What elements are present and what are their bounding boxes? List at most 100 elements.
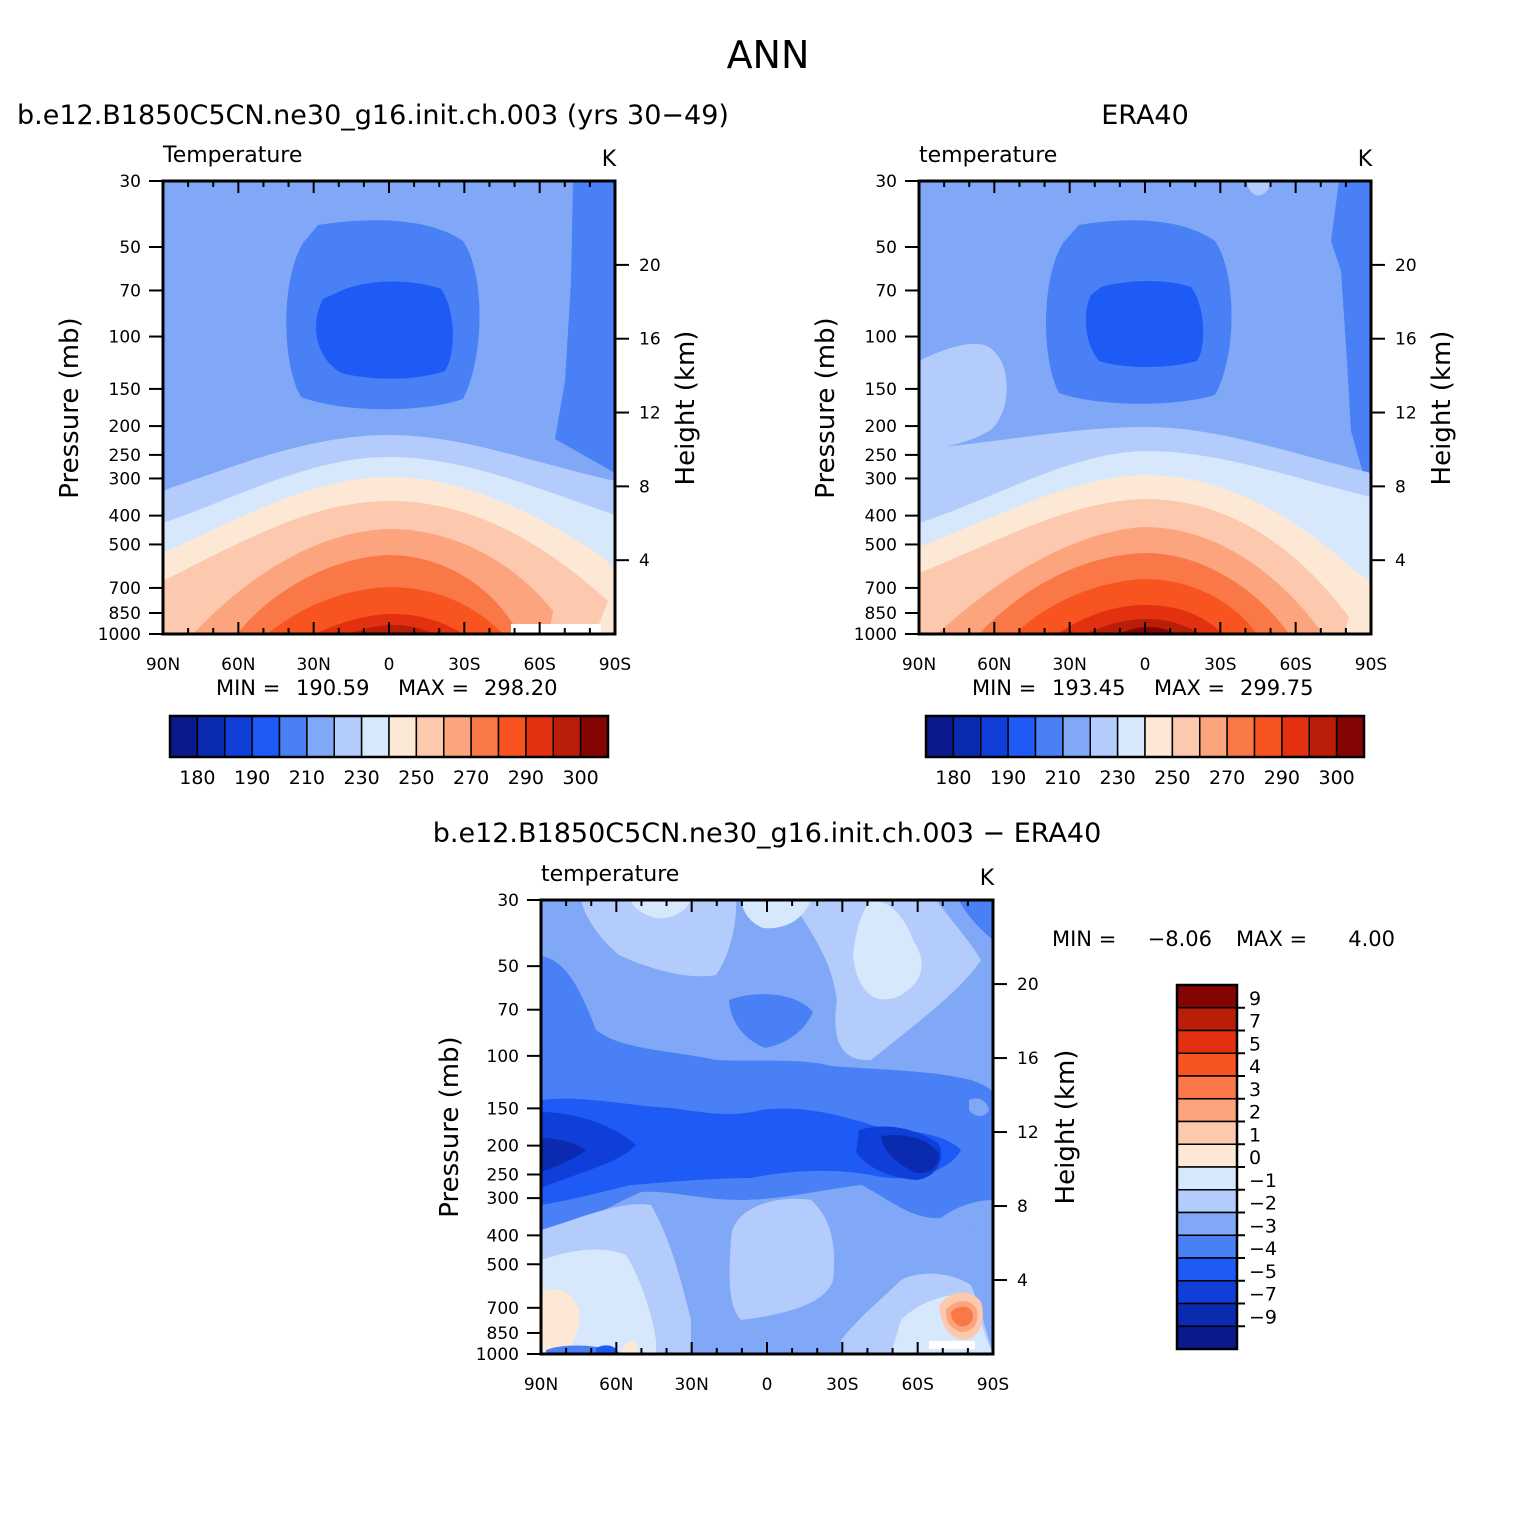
model-colorbar-box bbox=[333, 715, 363, 758]
obs-x-tick-label-30n: 30N bbox=[1052, 655, 1086, 675]
obs-x-tick-label-30s: 30S bbox=[1204, 655, 1236, 675]
obs-colorbar-box bbox=[1226, 715, 1256, 758]
panel-title-obs: ERA40 bbox=[1101, 100, 1189, 131]
obs-min-value: 193.45 bbox=[1052, 676, 1125, 700]
model-contour-plot bbox=[163, 181, 615, 634]
obs-colorbar-label-190: 190 bbox=[990, 767, 1026, 789]
diff-y-tick-label-850: 850 bbox=[487, 1324, 519, 1344]
obs-y-tick-label-500: 500 bbox=[865, 535, 897, 555]
diff-y-tick-label-150: 150 bbox=[487, 1099, 519, 1119]
obs-colorbar-box bbox=[1281, 715, 1310, 758]
model-max-value: 298.20 bbox=[484, 676, 557, 700]
diff-y-tick-label-1000: 1000 bbox=[476, 1345, 519, 1365]
diff-colorbar-box bbox=[1176, 1007, 1238, 1032]
model-y-tick-label-50: 50 bbox=[119, 238, 141, 258]
figure-title: ANN bbox=[727, 33, 810, 77]
model-colorbar-label-250: 250 bbox=[398, 767, 434, 789]
model-max-label: MAX = bbox=[398, 676, 469, 700]
diff-south-warm-inner bbox=[951, 1306, 973, 1327]
obs-colorbar-label-210: 210 bbox=[1045, 767, 1081, 789]
obs-colorbar-label-180: 180 bbox=[935, 767, 971, 789]
diff-colorbar-label-3: 3 bbox=[1249, 1079, 1261, 1101]
diff-colorbar-box bbox=[1176, 1302, 1238, 1327]
diff-contour-plot bbox=[541, 900, 993, 1354]
obs-colorbar-box bbox=[1116, 715, 1146, 758]
diff-stratosphere-cold-blob bbox=[729, 994, 813, 1048]
obs-y-tick-label-200: 200 bbox=[865, 417, 897, 437]
diff-surface-cold-1 bbox=[546, 1345, 611, 1354]
model-missing-data-patch bbox=[511, 624, 601, 634]
model-colorbar-label-290: 290 bbox=[508, 767, 544, 789]
model-colorbar-label-270: 270 bbox=[453, 767, 489, 789]
model-y-tick-label-400: 400 bbox=[109, 507, 141, 527]
diff-colorbar-label-0: 0 bbox=[1249, 1147, 1261, 1169]
model-colorbar-box bbox=[525, 715, 554, 758]
obs-colorbar-box bbox=[1199, 715, 1228, 758]
obs-y-tick-label-100: 100 bbox=[865, 328, 897, 348]
obs-units-label: K bbox=[1358, 147, 1373, 172]
obs-x-tick-label-60s: 60S bbox=[1279, 655, 1311, 675]
obs-colorbar-label-300: 300 bbox=[1318, 767, 1354, 789]
model-y-tick-label-700: 700 bbox=[109, 579, 141, 599]
diff-colorbar-label-9: 9 bbox=[1249, 988, 1261, 1010]
diff-colorbar-label-minus-3: −3 bbox=[1249, 1215, 1277, 1237]
diff-min-value: −8.06 bbox=[1148, 927, 1212, 951]
diff-colorbar-label-minus-1: −1 bbox=[1249, 1170, 1277, 1192]
model-tropopause-cold-inner bbox=[316, 281, 453, 379]
model-level-b81e08 bbox=[349, 625, 433, 634]
diff-colorbar-box bbox=[1176, 1211, 1238, 1236]
model-y-tick-label-100: 100 bbox=[109, 328, 141, 348]
obs-colorbar-box bbox=[1062, 715, 1091, 758]
model-y2-tick-label-8: 8 bbox=[639, 477, 650, 497]
diff-polar-small-cold bbox=[969, 1098, 989, 1116]
obs-y2-tick-label-16: 16 bbox=[1395, 330, 1417, 350]
diff-colorbar-box bbox=[1176, 1143, 1238, 1168]
model-colorbar-label-210: 210 bbox=[289, 767, 325, 789]
diff-colorbar-box bbox=[1176, 1120, 1238, 1145]
diff-colorbar-box bbox=[1176, 1234, 1238, 1259]
obs-colorbar-label-290: 290 bbox=[1264, 767, 1300, 789]
obs-colorbar-box bbox=[952, 715, 982, 758]
diff-tropopause-colder-core bbox=[541, 1098, 961, 1205]
diff-y2-axis-label: Height (km) bbox=[1051, 1050, 1081, 1205]
model-y2-tick-label-16: 16 bbox=[639, 330, 661, 350]
diff-north-coldest-core bbox=[541, 1138, 586, 1172]
model-colorbar-box bbox=[278, 715, 308, 758]
obs-colorbar-box bbox=[1308, 715, 1338, 758]
model-colorbar-box bbox=[579, 715, 609, 758]
diff-y-axis-label: Pressure (mb) bbox=[435, 1036, 465, 1217]
obs-colorbar-box bbox=[1335, 715, 1365, 758]
obs-contour-plot bbox=[919, 181, 1371, 634]
obs-contour-fill bbox=[919, 181, 1371, 634]
diff-colorbar-box bbox=[1176, 1052, 1238, 1077]
diff-y-tick-label-500: 500 bbox=[487, 1255, 519, 1275]
diff-x-tick-label-30n: 30N bbox=[674, 1375, 708, 1395]
obs-y2-tick-label-4: 4 bbox=[1395, 551, 1406, 571]
model-colorbar-box bbox=[552, 715, 582, 758]
diff-colorbar-label-4: 4 bbox=[1249, 1056, 1261, 1078]
diff-colorbar-box bbox=[1176, 1325, 1238, 1350]
diff-y2-tick-label-4: 4 bbox=[1017, 1271, 1028, 1291]
obs-y-tick-label-70: 70 bbox=[875, 281, 897, 301]
diff-x-tick-label-90n: 90N bbox=[524, 1375, 558, 1395]
obs-north-warm-patch bbox=[919, 343, 1007, 453]
model-y-tick-label-70: 70 bbox=[119, 281, 141, 301]
model-y-tick-label-850: 850 bbox=[109, 604, 141, 624]
diff-y2-tick-label-8: 8 bbox=[1017, 1197, 1028, 1217]
obs-colorbar-box bbox=[1171, 715, 1201, 758]
diff-max-label: MAX = bbox=[1236, 927, 1307, 951]
obs-y2-axis-label: Height (km) bbox=[1427, 331, 1457, 486]
diff-variable-label: temperature bbox=[541, 862, 679, 887]
diff-x-tick-label-0: 0 bbox=[762, 1375, 773, 1395]
diff-max-value: 4.00 bbox=[1348, 927, 1395, 951]
diff-upper-pale-patch-3 bbox=[853, 900, 922, 1000]
model-x-tick-label-30s: 30S bbox=[448, 655, 480, 675]
obs-max-label: MAX = bbox=[1154, 676, 1225, 700]
model-colorbar-box bbox=[388, 715, 418, 758]
diff-north-warm-patch bbox=[541, 1289, 580, 1352]
model-y-axis-label: Pressure (mb) bbox=[55, 317, 85, 498]
obs-polar-cold-band bbox=[1331, 181, 1371, 501]
model-x-tick-label-90s: 90S bbox=[599, 655, 631, 675]
panel-title-diff: b.e12.B1850C5CN.ne30_g16.init.ch.003 − E… bbox=[433, 818, 1102, 849]
diff-y-tick-label-400: 400 bbox=[487, 1226, 519, 1246]
